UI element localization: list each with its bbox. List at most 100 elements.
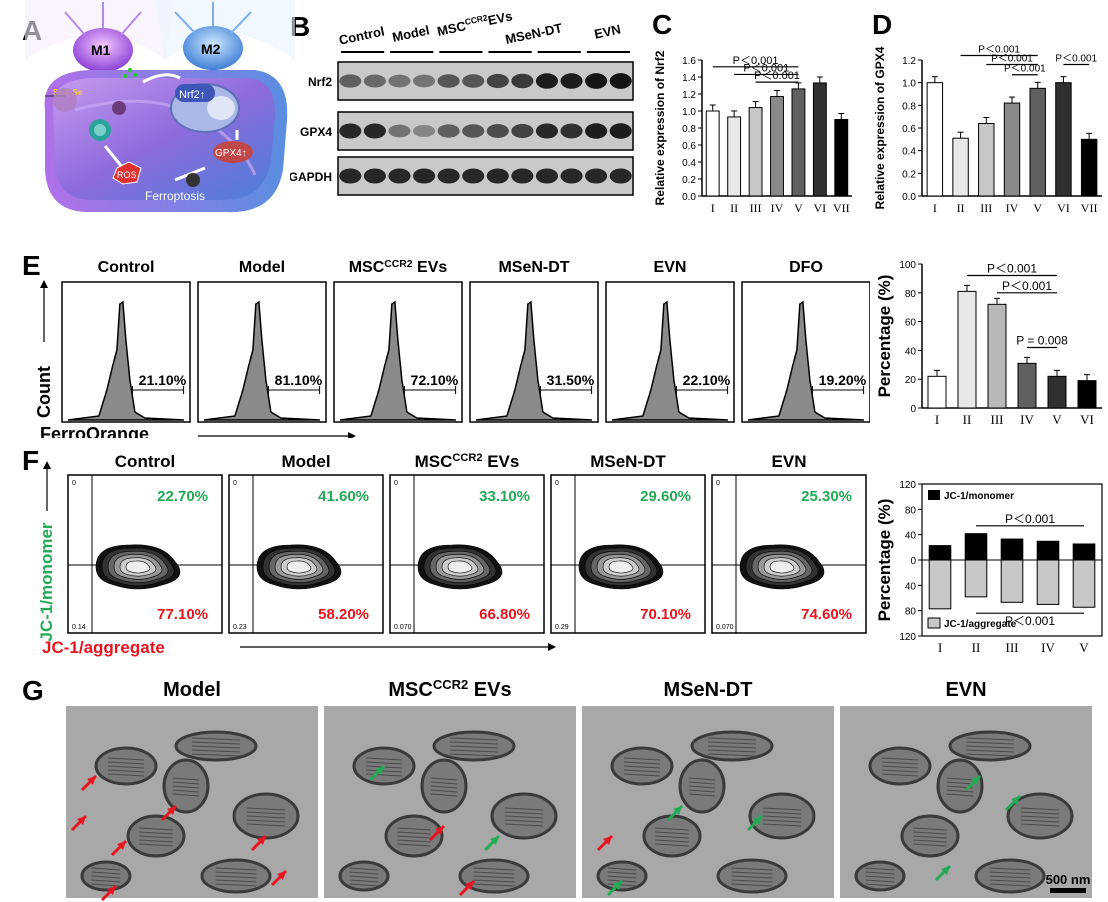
blot-band xyxy=(462,168,485,184)
contour-title: MSCCCR2 EVs xyxy=(415,452,520,471)
blot-band xyxy=(609,73,632,89)
lower-right-percentage: 77.10% xyxy=(157,606,208,623)
mitochondrion xyxy=(642,814,702,858)
crista xyxy=(504,807,544,811)
crista xyxy=(946,793,974,797)
bar xyxy=(926,82,944,197)
crista xyxy=(865,879,895,883)
crista xyxy=(172,789,200,793)
x-tick-label: II xyxy=(963,412,972,427)
mitochondrion xyxy=(1006,792,1074,840)
contour-ring xyxy=(608,560,634,574)
legend-label-aggregate: JC-1/aggregate xyxy=(944,619,1017,630)
blot-band xyxy=(511,73,534,89)
crista xyxy=(607,875,637,879)
significance-label: P = 0.008 xyxy=(1016,334,1068,348)
crista xyxy=(1020,823,1060,827)
ferroptosis-cell-icon xyxy=(186,173,200,187)
monomer-bar xyxy=(928,545,952,561)
crista xyxy=(913,843,947,847)
blot-group-label: MSeN-DT xyxy=(504,20,564,47)
crista xyxy=(607,867,637,871)
x-tick-label: I xyxy=(711,201,715,215)
crista xyxy=(881,773,919,777)
arrow-head xyxy=(971,776,980,785)
crista xyxy=(762,819,802,823)
crista xyxy=(473,871,515,875)
mitochondrion xyxy=(126,814,186,858)
mitochondrion xyxy=(162,758,210,814)
y-tick-label: 0.8 xyxy=(902,101,916,112)
arrow-head xyxy=(117,841,126,850)
aggregate-bar xyxy=(964,559,988,598)
blot-group-label: EVN xyxy=(593,21,622,41)
bar xyxy=(770,96,784,197)
significance-label: P＜0.001 xyxy=(733,55,779,67)
blot-band xyxy=(388,168,411,184)
crista xyxy=(397,831,431,835)
significance-label: P＜0.001 xyxy=(1002,279,1052,293)
y-axis-label: Percentage (%) xyxy=(875,499,894,622)
arrow-head xyxy=(375,766,384,775)
crista xyxy=(107,761,145,765)
y-tick-label: 0.8 xyxy=(682,124,696,135)
mitochondrion xyxy=(94,746,158,786)
y-tick-label: 1.2 xyxy=(902,56,916,67)
crista xyxy=(707,753,757,757)
arrow-head xyxy=(465,881,474,890)
crista xyxy=(688,789,716,793)
bar xyxy=(1077,380,1097,409)
blot-band xyxy=(339,74,362,88)
y-axis-label: Percentage (%) xyxy=(875,275,894,398)
crista xyxy=(91,867,121,871)
gate-percentage: 21.10% xyxy=(139,372,187,388)
y-arrow-head xyxy=(40,280,48,288)
panel-letter-f: F xyxy=(22,445,39,476)
crista xyxy=(1020,819,1060,823)
bar xyxy=(952,137,969,197)
significance-label: P＜0.001 xyxy=(1055,54,1097,65)
bar xyxy=(1017,362,1037,409)
lower-left-percentage: 0.23 xyxy=(233,624,247,631)
contour-ring xyxy=(447,560,473,574)
mitochondrion xyxy=(900,814,960,858)
panel-c-chart: 0.0 0.2 0.4 0.6 0.8 1.0 1.2 1.4 1.6 Relative expr… xyxy=(650,20,860,220)
crista xyxy=(655,831,689,835)
blot-band xyxy=(363,168,386,184)
blot-band xyxy=(535,123,559,139)
significance-label: P＜0.001 xyxy=(743,62,789,74)
m1-label: M1 xyxy=(91,42,111,58)
contour-x-label: JC-1/aggregate xyxy=(42,638,165,657)
crista xyxy=(397,839,431,843)
crista xyxy=(504,815,544,819)
crista xyxy=(504,819,544,823)
x-tick-label: VII xyxy=(1081,201,1098,215)
crista xyxy=(473,879,515,883)
mitochondrion xyxy=(974,858,1046,894)
contour-ring xyxy=(769,560,795,574)
y-tick-label: 80 xyxy=(905,289,917,300)
histogram-title: Control xyxy=(98,259,155,276)
crista xyxy=(688,793,716,797)
crista xyxy=(172,777,200,781)
x-tick-label: III xyxy=(980,201,992,215)
crista xyxy=(139,827,173,831)
histogram-peak xyxy=(203,300,321,421)
x-tick-label: IV xyxy=(1020,412,1034,427)
crista xyxy=(365,773,403,777)
gpx4-text: GPX4↑ xyxy=(215,148,247,159)
crista xyxy=(607,871,637,875)
x-tick-label: V xyxy=(1052,412,1062,427)
crista xyxy=(107,773,145,777)
crista xyxy=(623,773,661,777)
x-tick-label: V xyxy=(1079,640,1089,655)
crista xyxy=(139,835,173,839)
crista xyxy=(881,757,919,761)
crista xyxy=(191,745,241,749)
crista xyxy=(246,811,286,815)
crista xyxy=(946,789,974,793)
mitochondrion xyxy=(716,858,788,894)
x-tick-label: VI xyxy=(1080,412,1094,427)
crista xyxy=(504,823,544,827)
panel-d-chart: 0.0 0.2 0.4 0.6 0.8 1.0 1.2 Relative expression… xyxy=(870,20,1108,220)
